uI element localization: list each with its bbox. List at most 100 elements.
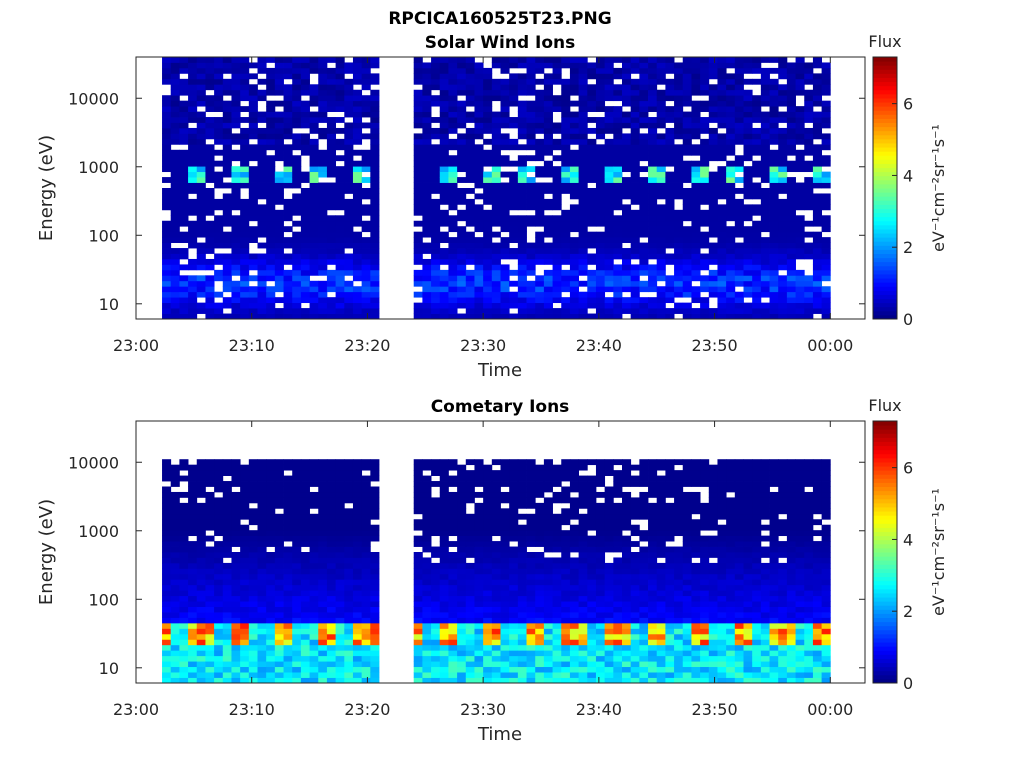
heatmap-cell [561,220,571,227]
heatmap-cell [500,481,510,487]
heatmap-cell [509,177,519,183]
heatmap-cell [318,297,328,304]
heatmap-cell [214,486,224,493]
heatmap-cell [196,155,206,162]
heatmap-cell [778,253,788,260]
heatmap-cell [595,127,606,134]
heatmap-cell [674,149,684,156]
heatmap-cell [561,464,571,471]
heatmap-cell [292,470,302,476]
heatmap-cell [344,144,354,151]
heatmap-cell [595,237,606,243]
heatmap-cell [266,557,276,564]
heatmap-cell [786,188,796,194]
heatmap-cell [474,530,484,537]
heatmap-cell [786,193,796,200]
heatmap-cell [517,622,527,629]
heatmap-cell [188,562,198,569]
heatmap-cell [682,177,692,183]
heatmap-cell [344,67,354,74]
heatmap-cell [535,280,545,287]
heatmap-cell [717,209,727,216]
heatmap-cell [821,302,831,309]
heatmap-cell [231,491,241,498]
heatmap-cell [595,193,606,200]
heatmap-cell [465,579,475,586]
heatmap-cell [509,557,519,564]
heatmap-cell [266,486,276,493]
heatmap-cell [439,231,449,238]
heatmap-cell [595,677,606,684]
heatmap-cell [552,291,562,298]
heatmap-cell [274,612,284,618]
heatmap-cell [665,138,675,145]
heatmap-cell [674,188,684,194]
heatmap-cell [335,280,345,287]
heatmap-cell [283,502,293,509]
heatmap-cell [231,459,241,466]
heatmap-cell [274,89,284,96]
heatmap-cell [196,606,206,613]
heatmap-cell [266,89,276,96]
heatmap-cell [630,127,640,134]
heatmap-cell [726,144,736,151]
heatmap-cell [639,220,649,227]
heatmap-cell [352,171,363,178]
heatmap-cell [648,302,658,309]
heatmap-cell [812,204,823,211]
heatmap-cell [248,481,258,487]
heatmap-cell [431,84,441,91]
heatmap-cell [526,280,536,287]
heatmap-cell [483,171,493,178]
heatmap-cell [483,486,493,493]
heatmap-cell [431,562,441,569]
heatmap-cell [465,308,475,314]
heatmap-cell [474,204,484,211]
heatmap-cell [465,590,475,597]
heatmap-cell [439,579,449,586]
heatmap-cell [821,106,831,112]
heatmap-cell [648,78,658,85]
heatmap-cell [665,127,675,134]
heatmap-cell [205,160,215,167]
heatmap-cell [491,508,501,515]
heatmap-cell [578,220,588,227]
heatmap-cell [370,655,380,662]
heatmap-cell [569,73,580,80]
heatmap-cell [300,111,310,118]
heatmap-cell [665,177,675,183]
heatmap-cell [604,215,614,222]
heatmap-cell [318,622,328,629]
heatmap-cell [274,242,284,249]
heatmap-cell [326,666,337,673]
heatmap-cell [205,644,215,651]
heatmap-cell [344,313,354,320]
heatmap-cell [656,308,666,314]
heatmap-cell [257,470,267,476]
heatmap-cell [561,513,571,520]
heatmap-cell [266,231,276,238]
heatmap-cell [778,242,788,249]
heatmap-cell [179,198,189,205]
heatmap-cell [543,286,553,293]
heatmap-cell [352,78,363,85]
heatmap-cell [682,127,692,134]
heatmap-cell [543,590,553,597]
heatmap-cell [344,562,354,569]
heatmap-cell [318,486,328,493]
heatmap-cell [474,644,484,651]
heatmap-cell [587,95,597,102]
heatmap-cell [431,237,441,243]
heatmap-cell [170,475,180,482]
heatmap-cell [535,513,545,520]
heatmap-cell [431,595,441,602]
heatmap-cell [561,89,571,96]
heatmap-cell [465,655,475,662]
heatmap-cell [283,127,293,134]
heatmap-cell [630,177,640,183]
heatmap-cell [352,579,363,586]
heatmap-cell [465,562,475,569]
colorbar-swatch [873,314,897,320]
heatmap-cell [517,280,527,287]
heatmap-cell [595,264,606,271]
